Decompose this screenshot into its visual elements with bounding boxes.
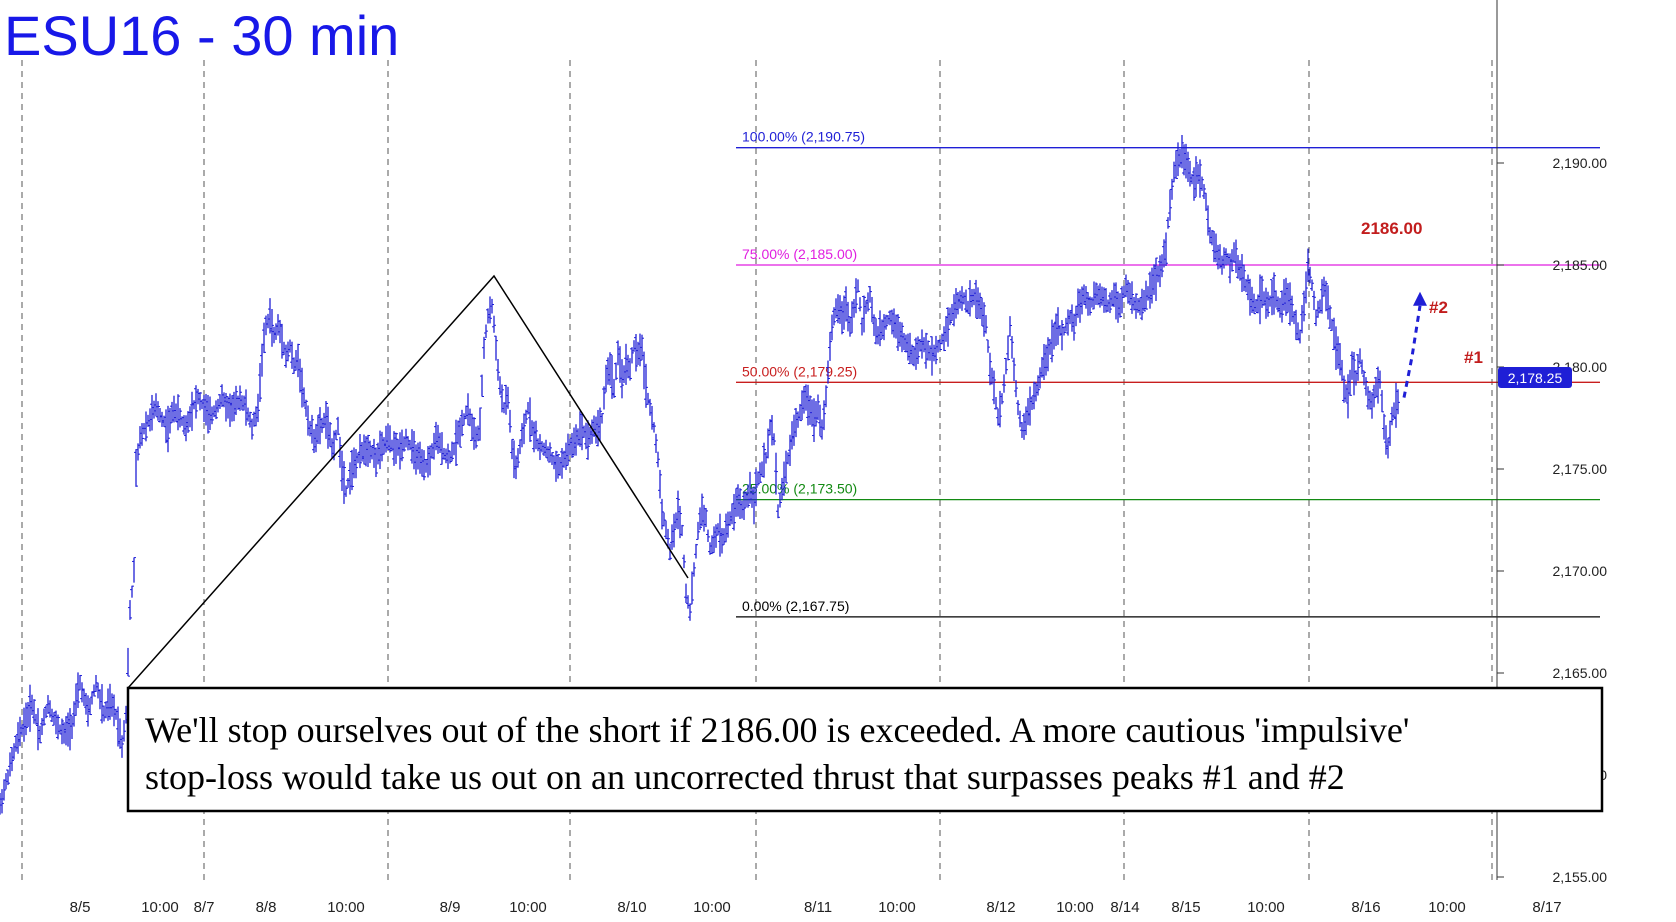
time-tick-label: 10:00 xyxy=(509,899,547,916)
note-line-1: We'll stop ourselves out of the short if… xyxy=(145,710,1409,750)
annotation-peak-2: #2 xyxy=(1429,298,1448,317)
time-tick-label: 8/15 xyxy=(1171,899,1200,916)
time-tick-label: 8/16 xyxy=(1351,899,1380,916)
time-tick-label: 8/8 xyxy=(256,899,277,916)
fib-level-label: 50.00% (2,179.25) xyxy=(742,363,857,379)
time-tick-label: 10:00 xyxy=(693,899,731,916)
price-tick-label: 2,170.00 xyxy=(1553,563,1608,579)
fibonacci-levels: 100.00% (2,190.75) 75.00% (2,185.00) 50.00… xyxy=(736,129,1600,618)
annotation-2186: 2186.00 xyxy=(1361,219,1422,238)
note-box: We'll stop ourselves out of the short if… xyxy=(126,686,1604,813)
time-tick-label: 8/9 xyxy=(440,899,461,916)
fib-level-label: 25.00% (2,173.50) xyxy=(742,481,857,497)
time-tick-label: 10:00 xyxy=(1247,899,1285,916)
price-tick-label: 2,190.00 xyxy=(1553,155,1608,171)
time-tick-label: 8/10 xyxy=(617,899,646,916)
fib-level-label: 100.00% (2,190.75) xyxy=(742,129,865,145)
current-price-label: 2,178.25 xyxy=(1508,370,1563,386)
time-tick-label: 8/7 xyxy=(194,899,215,916)
fib-level-label: 75.00% (2,185.00) xyxy=(742,246,857,262)
price-bars xyxy=(0,135,1400,815)
price-tick-label: 2,175.00 xyxy=(1553,461,1608,477)
price-tick-label: 2,165.00 xyxy=(1553,665,1608,681)
note-line-2: stop-loss would take us out on an uncorr… xyxy=(145,757,1345,797)
current-price-badge: 2,178.25 xyxy=(1498,367,1572,388)
annotation-peak-1: #1 xyxy=(1464,348,1483,367)
time-tick-label: 10:00 xyxy=(327,899,365,916)
time-tick-label: 8/5 xyxy=(70,899,91,916)
time-tick-label: 8/17 xyxy=(1532,899,1561,916)
time-axis: 8/5 10:00 8/7 8/8 10:00 8/9 10:00 8/10 10:00 8/11… xyxy=(70,899,1562,916)
time-tick-label: 8/14 xyxy=(1110,899,1139,916)
price-tick-label: 2,155.00 xyxy=(1553,869,1608,885)
projection-arrowhead xyxy=(1413,291,1427,306)
zigzag-lines xyxy=(127,274,689,689)
chart-title: ESU16 - 30 min xyxy=(4,4,399,67)
time-tick-label: 10:00 xyxy=(1056,899,1094,916)
time-tick-label: 10:00 xyxy=(1428,899,1466,916)
time-tick-label: 8/11 xyxy=(804,899,832,916)
zigzag-line xyxy=(127,274,689,689)
fib-level-label: 0.00% (2,167.75) xyxy=(742,598,849,614)
time-tick-label: 10:00 xyxy=(878,899,916,916)
price-tick-label: 2,185.00 xyxy=(1553,257,1608,273)
time-tick-label: 8/12 xyxy=(986,899,1015,916)
projection-line xyxy=(1402,305,1422,398)
projection-arrow xyxy=(1402,291,1427,398)
time-tick-label: 10:00 xyxy=(141,899,179,916)
